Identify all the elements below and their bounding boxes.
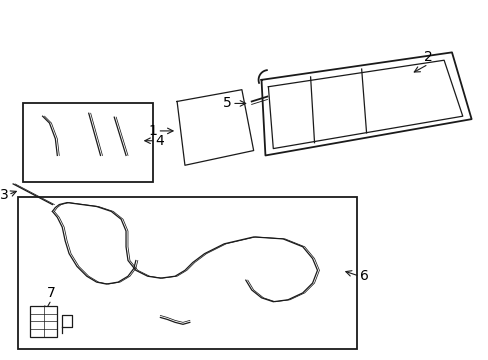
Text: 4: 4: [155, 134, 164, 148]
Text: 2: 2: [423, 50, 432, 64]
Text: 6: 6: [359, 269, 368, 283]
Text: 5: 5: [223, 96, 232, 111]
Bar: [30, 306, 57, 337]
Bar: [18, 197, 356, 349]
Text: 3: 3: [0, 188, 8, 202]
Text: 1: 1: [148, 124, 157, 138]
Text: 7: 7: [47, 286, 56, 300]
Bar: [23, 103, 152, 182]
